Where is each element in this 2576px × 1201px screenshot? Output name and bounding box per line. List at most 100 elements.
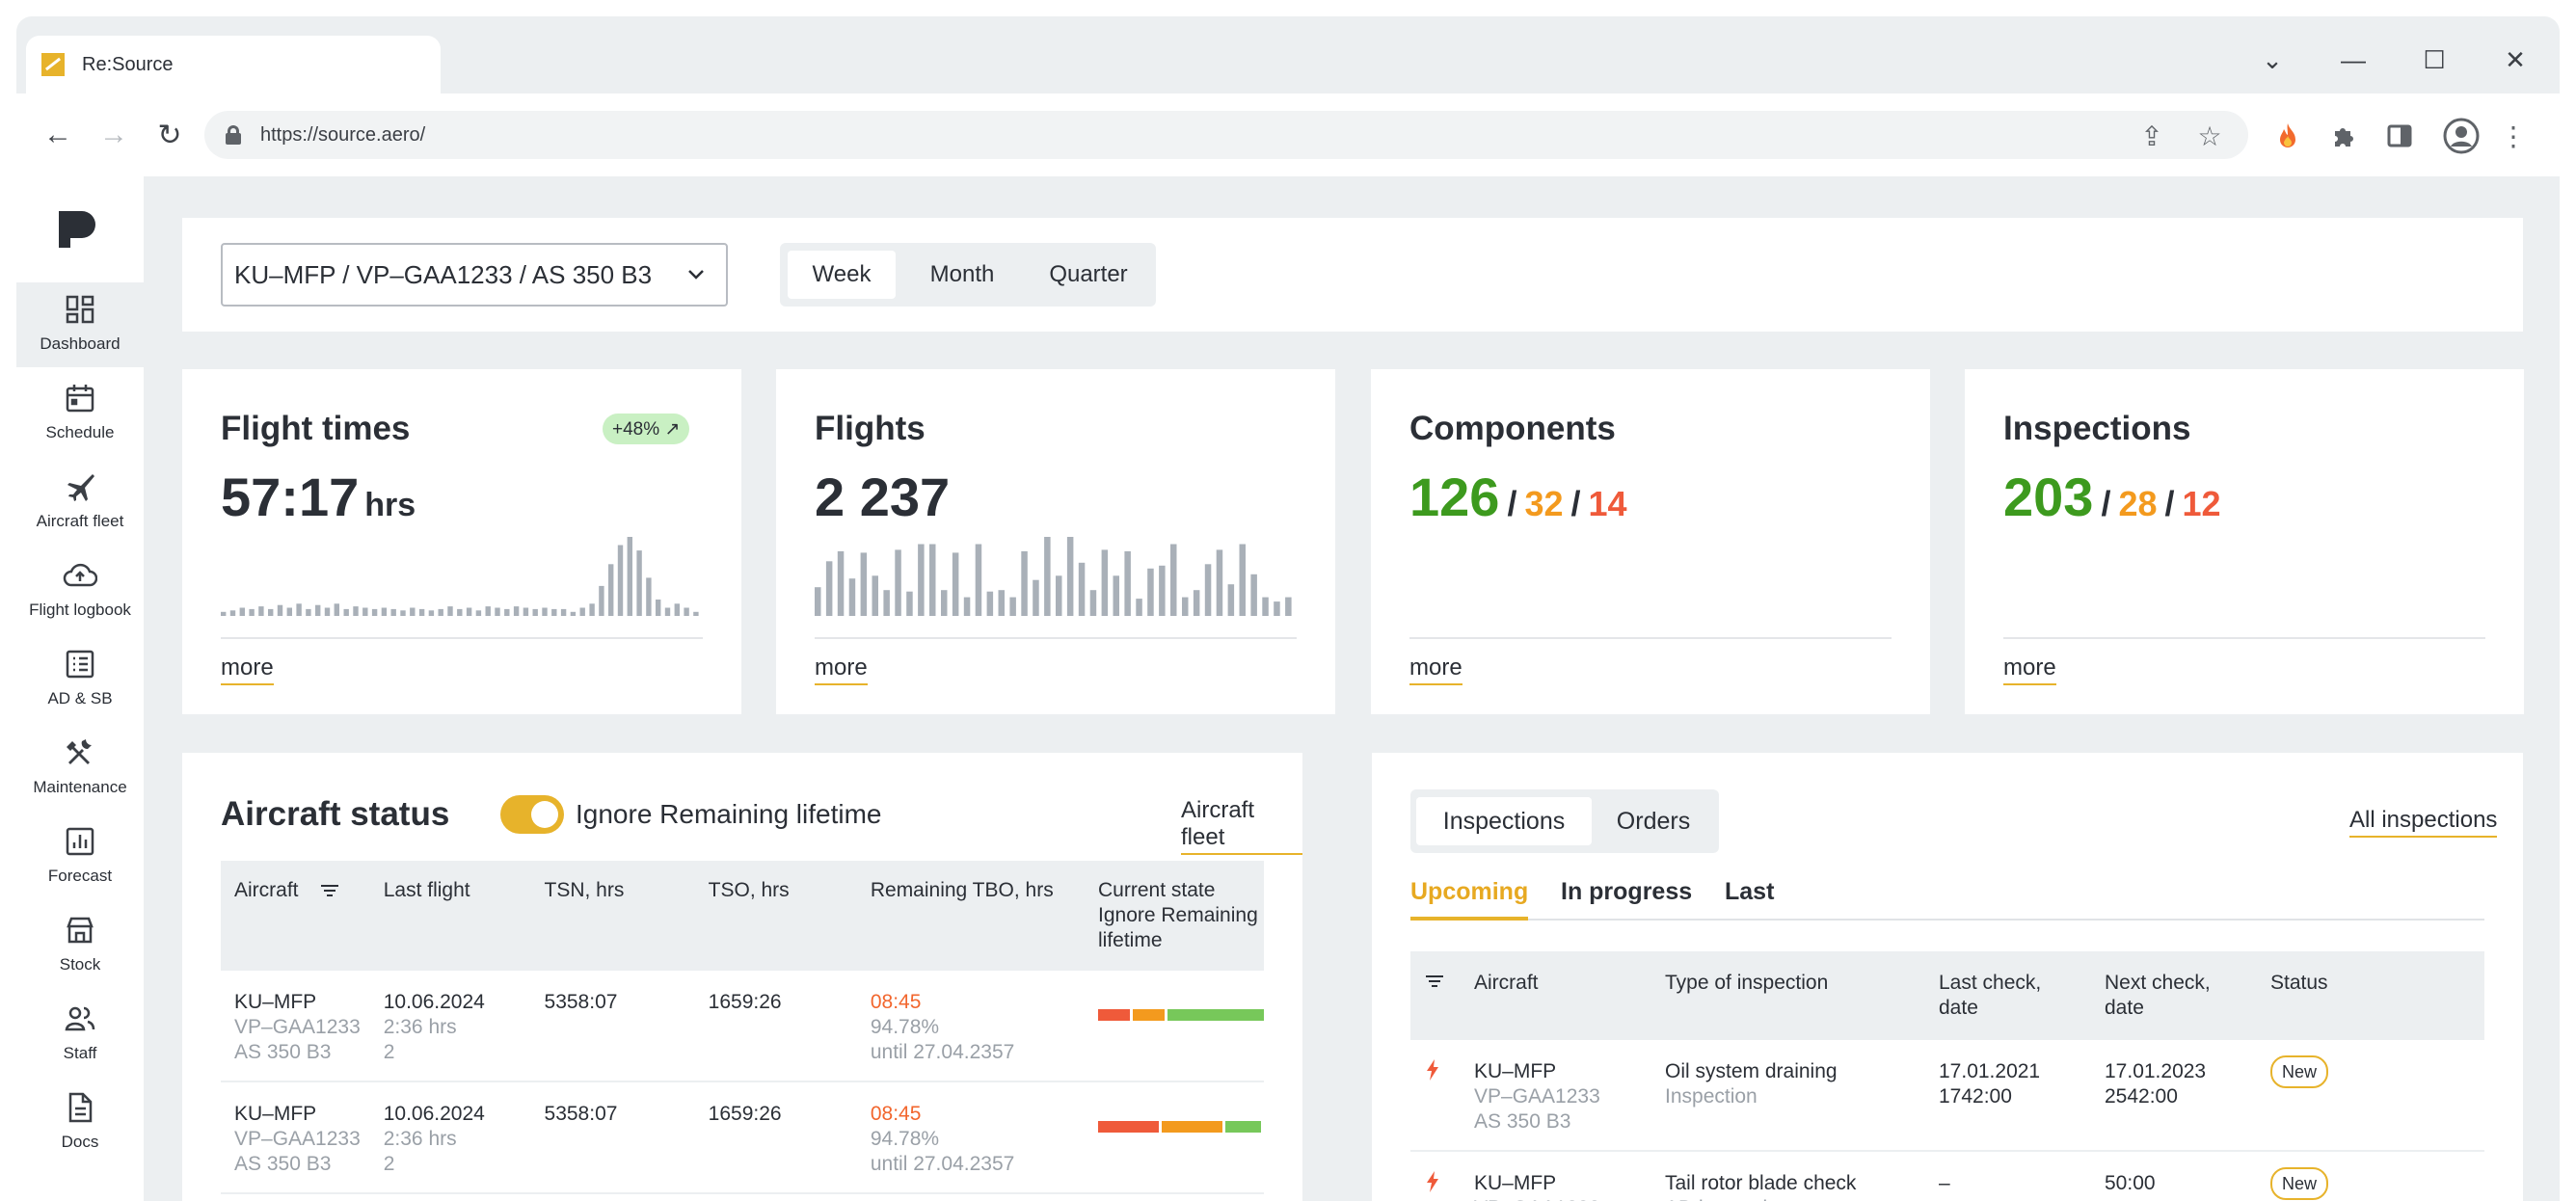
table-row[interactable]: KU–MFP VP–GAA1233 AS 350 B3 10.06.2024 2:36 …: [221, 1081, 1264, 1194]
subtab-last[interactable]: Last: [1725, 878, 1775, 905]
close-window-icon[interactable]: ✕: [2505, 45, 2526, 74]
bookmark-star-icon[interactable]: ☆: [2197, 121, 2222, 151]
aircraft-serial: VP–GAA1233: [234, 1016, 361, 1038]
sidebar-item-label: Forecast: [47, 867, 113, 885]
sidebar-item-ad-sb[interactable]: AD & SB: [16, 637, 144, 722]
sidebar-item-label: Flight logbook: [29, 600, 131, 619]
forward-arrow-icon[interactable]: →: [99, 119, 128, 150]
flights-spark-bar: [918, 544, 925, 616]
back-arrow-icon[interactable]: ←: [43, 119, 72, 150]
sidebar-item-flight-logbook[interactable]: Flight logbook: [16, 548, 144, 633]
period-week[interactable]: Week: [788, 251, 896, 299]
ignore-lifetime-toggle[interactable]: [500, 795, 564, 834]
aircraft-fleet-link[interactable]: Aircraft fleet: [1181, 797, 1302, 855]
flight-times-unit: hrs: [364, 487, 416, 523]
cell-current-state: [1098, 971, 1264, 1082]
tab-inspections[interactable]: Inspections: [1416, 797, 1592, 845]
sidebar-item-aircraft-fleet[interactable]: Aircraft fleet: [16, 460, 144, 545]
share-icon[interactable]: ⇪: [2140, 121, 2163, 151]
maximize-icon[interactable]: ☐: [2423, 45, 2446, 74]
browser-menu-icon[interactable]: ⋮: [2500, 120, 2527, 151]
sidebar-item-schedule[interactable]: Schedule: [16, 371, 144, 456]
remaining-until: until 27.04.2357: [870, 1153, 1015, 1175]
all-inspections-link[interactable]: All inspections: [2349, 807, 2498, 838]
flight-times-spark-bar: [485, 606, 491, 616]
column-header-last-flight: Last flight: [383, 861, 545, 971]
app-root: Dashboard Schedule Aircraft fleet Flight…: [16, 176, 2560, 1201]
side-panel-icon[interactable]: [2380, 117, 2419, 155]
column-header-aircraft[interactable]: Aircraft: [221, 861, 384, 971]
flight-times-spark-bar: [674, 603, 680, 616]
subtab-upcoming[interactable]: Upcoming: [1410, 878, 1529, 921]
flight-times-spark-bar: [579, 607, 585, 616]
tab-orders[interactable]: Orders: [1616, 807, 1691, 835]
inspection-name: Tail rotor blade check: [1665, 1172, 1857, 1194]
subtab-in-progress[interactable]: In progress: [1561, 878, 1693, 905]
components-more-link[interactable]: more: [1409, 654, 1462, 685]
flight-times-spark-bar: [627, 537, 632, 616]
sidebar: Dashboard Schedule Aircraft fleet Flight…: [16, 176, 144, 1201]
sidebar-item-dashboard[interactable]: Dashboard: [16, 282, 144, 367]
inspections-card: Inspections 203/28/12 more: [1965, 369, 2524, 714]
profile-avatar-icon[interactable]: [2442, 117, 2481, 155]
flight-times-spark-bar: [532, 608, 538, 616]
sidebar-item-maintenance[interactable]: Maintenance: [16, 726, 144, 811]
components-card: Components 126/32/14 more: [1371, 369, 1930, 714]
table-header-row: Aircraft Last flight TSN, hrs TSO, hrs R…: [221, 861, 1264, 971]
flights-spark-bar: [815, 587, 821, 616]
tab-bar: Re:Source ⌄ — ☐ ✕: [16, 16, 2560, 93]
flights-spark-bar: [1113, 575, 1119, 616]
sidebar-item-label: Docs: [61, 1133, 99, 1151]
sort-icon[interactable]: [1424, 974, 1445, 989]
flights-spark-bar: [1033, 579, 1039, 616]
flights-spark-bar: [906, 591, 913, 616]
last-flight-count: 2: [383, 1041, 395, 1063]
reload-icon[interactable]: ↻: [157, 119, 182, 151]
browser-tab[interactable]: Re:Source: [26, 36, 441, 93]
period-quarter[interactable]: Quarter: [1049, 261, 1128, 287]
cell-aircraft[interactable]: KU–MFP VP–GAA1233 AS 350 B3: [221, 1081, 384, 1194]
browser-window: Re:Source ⌄ — ☐ ✕ ← → ↻ https://source.a…: [16, 16, 2560, 1201]
table-row[interactable]: KU–MFP VP–GAA1233 AS 350 B3 Oil system drai…: [1410, 1040, 2484, 1152]
sort-icon[interactable]: [319, 883, 340, 898]
aircraft-reg: KU–MFP: [1474, 1172, 1557, 1194]
flight-times-spark-bar: [542, 607, 548, 616]
ignore-lifetime-label: Ignore Remaining lifetime: [576, 799, 882, 829]
card-divider: [2003, 637, 2485, 639]
sort-column[interactable]: [1410, 951, 1474, 1040]
flight-times-spark-bar: [258, 606, 264, 616]
table-row[interactable]: KU–MFP VP–GAA1233Tail rotor blade check AD…: [1410, 1151, 2484, 1201]
aircraft-select[interactable]: KU–MFP / VP–GAA1233 / AS 350 B3: [221, 243, 728, 307]
sidebar-item-staff[interactable]: Staff: [16, 992, 144, 1077]
flame-extension-icon[interactable]: [2268, 117, 2307, 155]
flights-spark-bar: [1089, 590, 1097, 616]
state-bar-red: [1098, 1121, 1160, 1133]
table-row[interactable]: KU–MFP VP–GAA1233 AS 350 B3 10.06.2024 2:36 …: [221, 971, 1264, 1082]
period-month[interactable]: Month: [929, 261, 995, 287]
flights-spark-bar: [1009, 597, 1016, 616]
flight-times-title: Flight times: [221, 410, 411, 447]
flights-spark-bar: [1250, 574, 1257, 616]
aircraft-status-card: Aircraft status Ignore Remaining lifetim…: [182, 753, 1302, 1201]
inspections-more-link[interactable]: more: [2003, 654, 2056, 685]
column-header-next-check: Next check, date: [2105, 951, 2270, 1040]
extensions-puzzle-icon[interactable]: [2324, 117, 2363, 155]
url-text[interactable]: https://source.aero/: [260, 123, 426, 146]
flights-more-link[interactable]: more: [815, 654, 868, 685]
cell-status: New: [2270, 1040, 2484, 1152]
flight-times-spark-bar: [324, 607, 331, 616]
cell-aircraft[interactable]: KU–MFP VP–GAA1233 AS 350 B3: [1474, 1040, 1665, 1152]
flights-spark-bar: [1078, 562, 1086, 616]
flight-times-more-link[interactable]: more: [221, 654, 274, 685]
sidebar-item-docs[interactable]: Docs: [16, 1081, 144, 1165]
sidebar-item-stock[interactable]: Stock: [16, 903, 144, 988]
cell-aircraft[interactable]: KU–MFP VP–GAA1233: [1474, 1151, 1665, 1201]
tab-search-chevron-icon[interactable]: ⌄: [2262, 45, 2283, 74]
address-bar[interactable]: https://source.aero/ ⇪ ☆: [204, 111, 2248, 159]
sidebar-item-forecast[interactable]: Forecast: [16, 814, 144, 899]
flight-times-spark-bar: [693, 611, 699, 616]
flight-times-spark-bar: [551, 608, 557, 616]
minimize-icon[interactable]: —: [2341, 45, 2366, 74]
cell-aircraft[interactable]: KU–MFP VP–GAA1233 AS 350 B3: [221, 971, 384, 1082]
flight-times-spark-bar: [315, 604, 321, 616]
